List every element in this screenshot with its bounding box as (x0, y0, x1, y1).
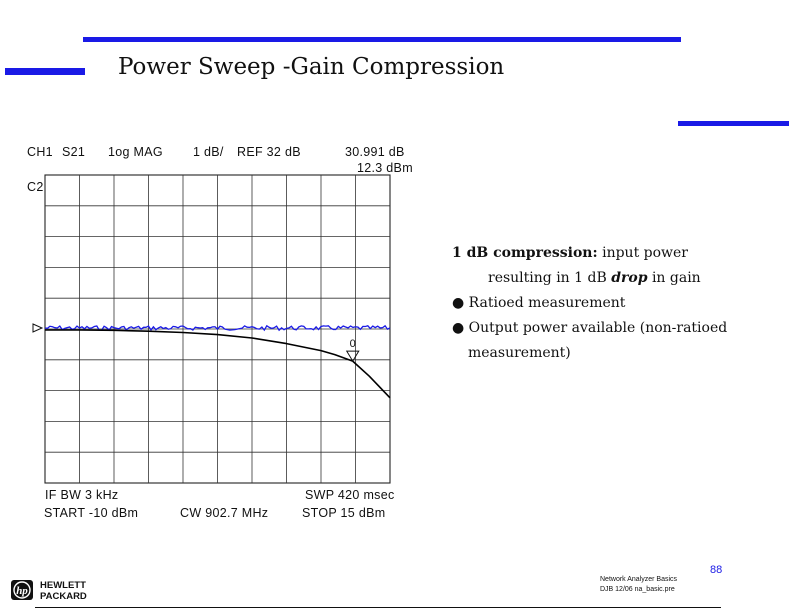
sweep-time: SWP 420 msec (305, 488, 395, 502)
bullet-dot-icon: ● (452, 320, 469, 336)
logo-line2: PACKARD (40, 591, 87, 602)
if-bandwidth: IF BW 3 kHz (45, 488, 119, 502)
channel-label: CH1 (27, 145, 53, 159)
footer-rule (35, 607, 721, 608)
start-power: START -10 dBm (44, 506, 139, 520)
hp-logo-icon: hp (11, 580, 33, 600)
footer-title: Network Analyzer Basics (600, 576, 678, 583)
left-rule (5, 68, 85, 75)
notes-block: 1 dB compression: input power resulting … (452, 241, 782, 366)
marker-id-label: 0 (350, 338, 356, 350)
svg-text:hp: hp (16, 585, 28, 597)
note-line2-pre: resulting in 1 dB (488, 270, 612, 286)
bullet-dot-icon: ● (452, 295, 469, 311)
bullet-output: ● Output power available (non-ratioed (452, 316, 782, 341)
note-heading-bold: 1 dB compression: (452, 245, 598, 261)
trace-ratioed (44, 324, 391, 332)
parameter-label: S21 (62, 145, 86, 159)
bullet-ratioed-text: Ratioed measurement (468, 295, 626, 311)
page-number: 88 (710, 564, 723, 576)
reference-arrow-icon (32, 323, 44, 333)
marker-value: 30.991 dB (345, 145, 405, 159)
cw-frequency: CW 902.7 MHz (180, 506, 269, 520)
scale-label: 1 dB/ (193, 145, 224, 159)
right-rule (678, 121, 789, 126)
footer-info: DJB 12/06 na_basic.pre (600, 586, 675, 593)
bullet-output-text: Output power available (non-ratioed (468, 320, 728, 336)
chart-markers: 0 (32, 323, 360, 363)
marker-stimulus: 12.3 dBm (357, 161, 413, 175)
format-label: 1og MAG (108, 145, 163, 159)
logo-line1: HEWLETT (40, 580, 86, 591)
bullet-output-cont: measurement) (468, 345, 571, 361)
slide-title: Power Sweep -Gain Compression (118, 54, 505, 80)
note-heading: 1 dB compression: input power (452, 241, 782, 266)
stop-power: STOP 15 dBm (302, 506, 386, 520)
top-rule (83, 37, 681, 42)
reference-label: REF 32 dB (237, 145, 301, 159)
chart-grid (44, 174, 391, 484)
bullet-ratioed: ● Ratioed measurement (452, 291, 782, 316)
hp-mark-icon: hp (13, 581, 31, 599)
channel2-label: C2 (27, 180, 44, 194)
note-line2-post: in gain (647, 270, 701, 286)
marker-triangle-icon (345, 350, 360, 363)
note-heading-rest: input power (597, 245, 688, 261)
note-line2-emphasis: drop (611, 270, 648, 286)
note-line-2: resulting in 1 dB drop in gain (452, 266, 782, 291)
